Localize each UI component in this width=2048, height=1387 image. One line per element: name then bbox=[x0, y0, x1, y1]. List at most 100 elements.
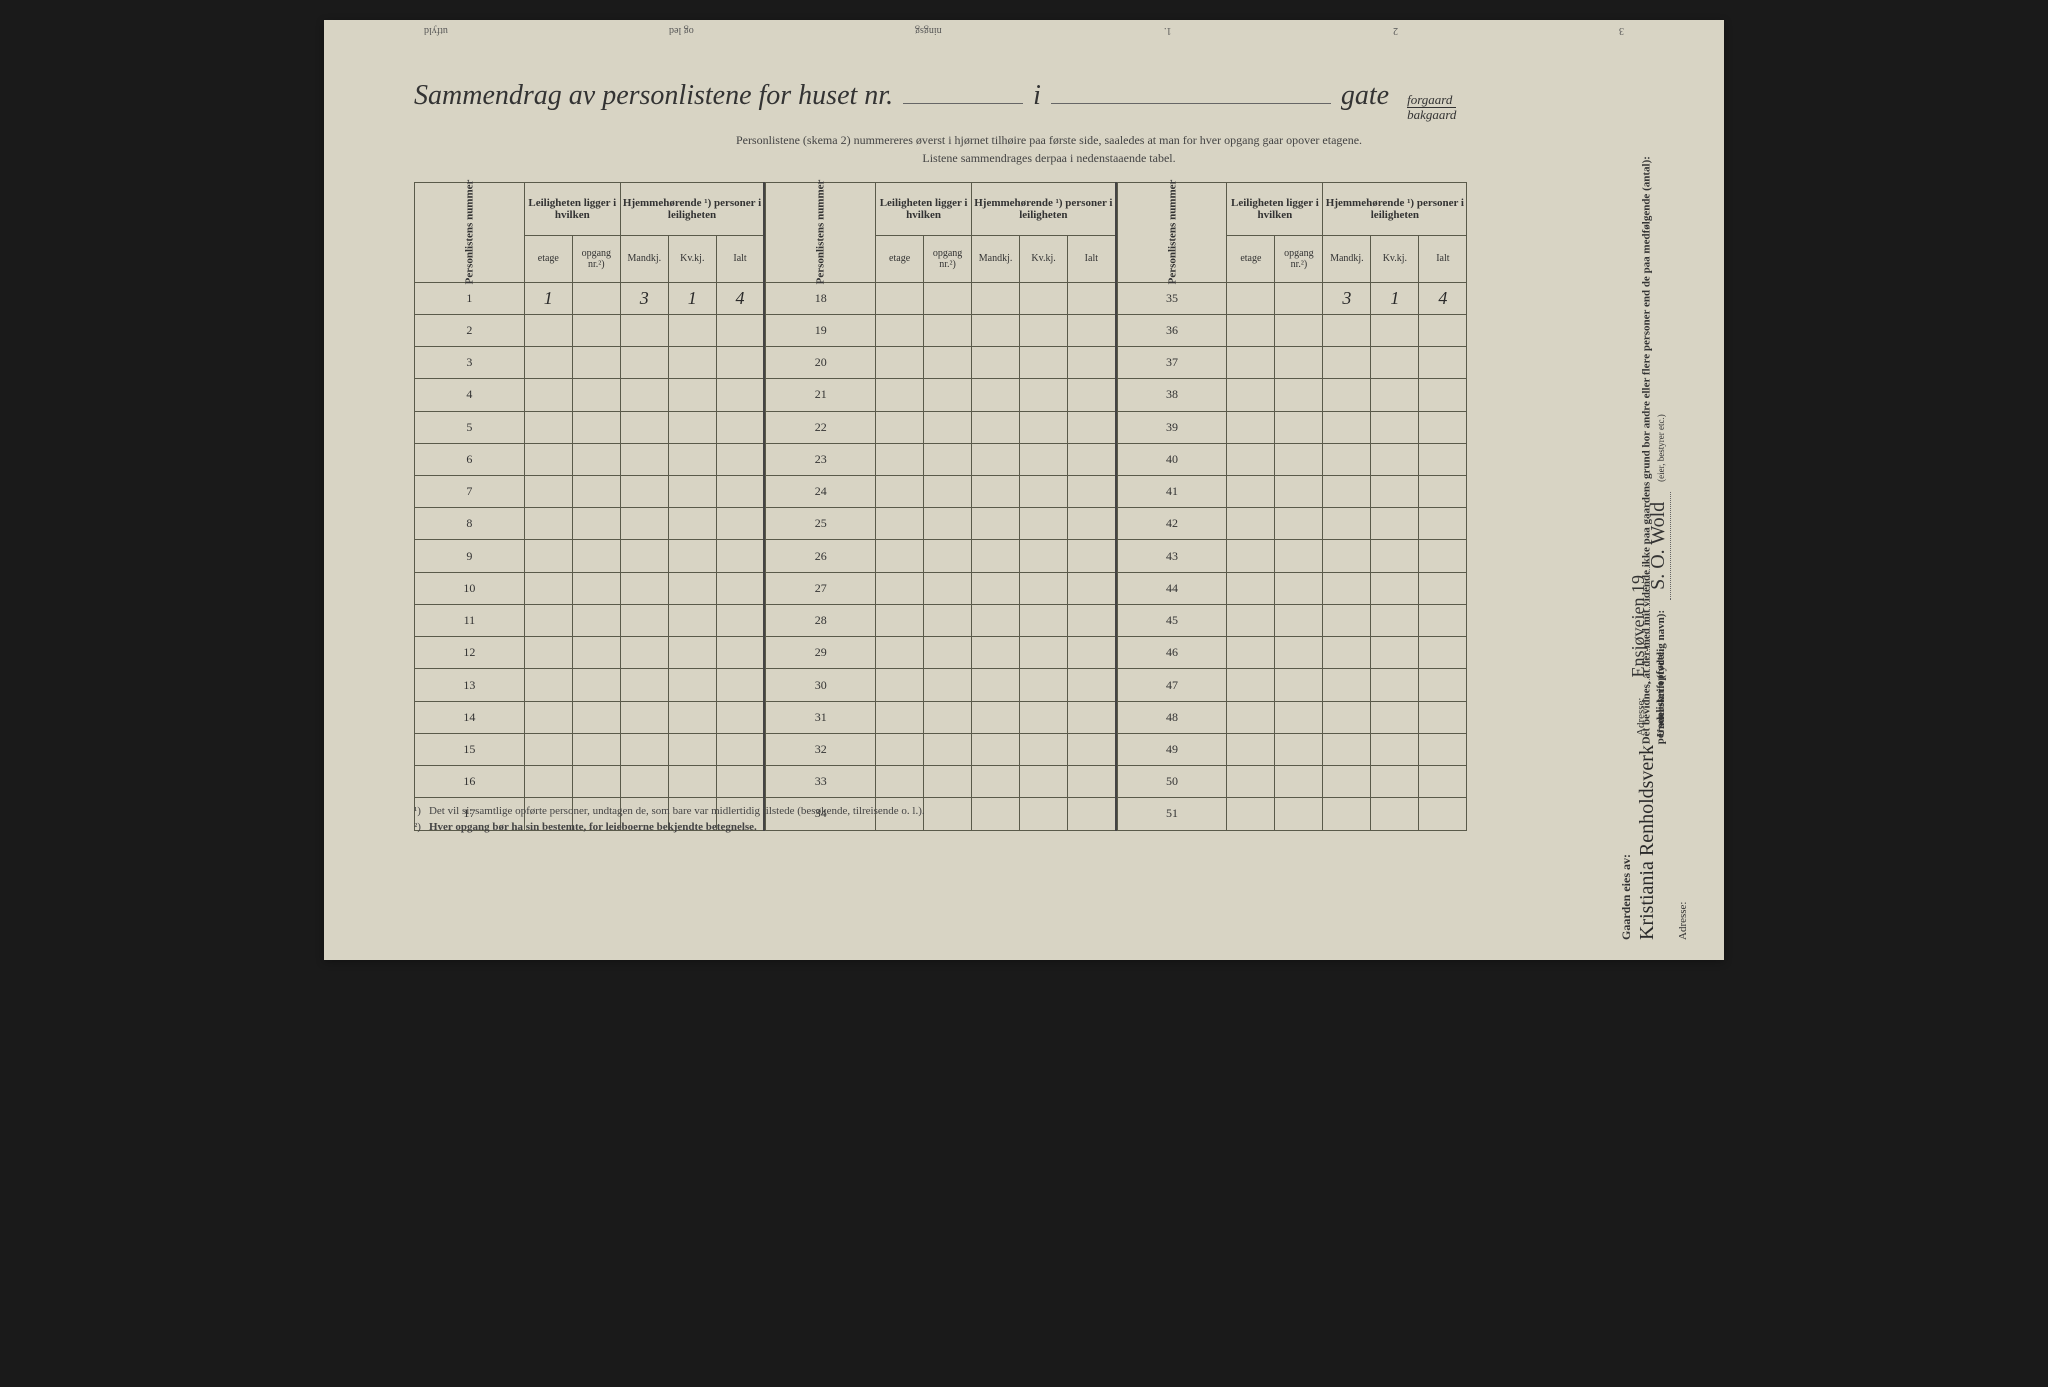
table-row: 14 bbox=[415, 701, 765, 733]
row-number: 13 bbox=[415, 669, 525, 701]
row-number: 9 bbox=[415, 540, 525, 572]
cell-etage bbox=[1227, 733, 1275, 765]
cell-ialt bbox=[1419, 604, 1467, 636]
cell-kvkj bbox=[668, 379, 716, 411]
adresse-value: Ensjøveien 19 bbox=[1628, 565, 1650, 687]
table-section-3: Personlistens nummer Leiligheten ligger … bbox=[1117, 182, 1468, 831]
cell-opgang bbox=[924, 540, 972, 572]
cell-opgang bbox=[572, 669, 620, 701]
cell-ialt bbox=[716, 540, 764, 572]
cell-kvkj bbox=[668, 766, 716, 798]
table-row: 8 bbox=[415, 508, 765, 540]
cell-mandkj bbox=[620, 540, 668, 572]
house-number-blank bbox=[903, 103, 1023, 104]
table-row: 30 bbox=[766, 669, 1116, 701]
cell-kvkj bbox=[668, 540, 716, 572]
cell-opgang bbox=[1275, 572, 1323, 604]
table-row: 33 bbox=[766, 766, 1116, 798]
cell-mandkj bbox=[1323, 476, 1371, 508]
cell-opgang bbox=[572, 766, 620, 798]
row-number: 6 bbox=[415, 443, 525, 475]
cell-ialt bbox=[716, 572, 764, 604]
table-row: 28 bbox=[766, 604, 1116, 636]
instruction-line: Personlistene (skema 2) nummereres øvers… bbox=[414, 131, 1684, 149]
cell-etage bbox=[876, 637, 924, 669]
cell-mandkj: 3 bbox=[620, 282, 668, 314]
cell-etage bbox=[524, 411, 572, 443]
col-etage: etage bbox=[1227, 235, 1275, 282]
cell-kvkj bbox=[1371, 379, 1419, 411]
row-number: 32 bbox=[766, 733, 876, 765]
cell-kvkj bbox=[668, 443, 716, 475]
cell-mandkj bbox=[620, 637, 668, 669]
cell-etage bbox=[1227, 637, 1275, 669]
cell-kvkj bbox=[668, 637, 716, 669]
cell-opgang bbox=[1275, 669, 1323, 701]
table-row: 19 bbox=[766, 314, 1116, 346]
gaarden-label: Gaarden eies av: bbox=[1619, 854, 1634, 940]
col-kvkj: Kv.kj. bbox=[1020, 235, 1068, 282]
row-number: 2 bbox=[415, 314, 525, 346]
cell-etage bbox=[876, 476, 924, 508]
margin-text: 2 bbox=[1393, 25, 1398, 36]
cell-ialt bbox=[1419, 347, 1467, 379]
cell-mandkj bbox=[620, 669, 668, 701]
cell-mandkj bbox=[972, 733, 1020, 765]
cell-etage bbox=[876, 282, 924, 314]
cell-kvkj bbox=[1371, 540, 1419, 572]
cell-kvkj bbox=[668, 701, 716, 733]
cell-opgang bbox=[924, 476, 972, 508]
cell-kvkj bbox=[1020, 733, 1068, 765]
col-ialt: Ialt bbox=[1068, 235, 1116, 282]
cell-ialt bbox=[1419, 540, 1467, 572]
cell-ialt bbox=[1419, 637, 1467, 669]
table-row: 9 bbox=[415, 540, 765, 572]
cell-ialt bbox=[1419, 411, 1467, 443]
cell-ialt bbox=[1068, 637, 1116, 669]
cell-opgang bbox=[572, 637, 620, 669]
margin-text: ningsg bbox=[915, 25, 942, 36]
cell-ialt bbox=[1068, 282, 1116, 314]
footnote-text: Hver opgang bør ha sin bestemte, for lei… bbox=[429, 819, 757, 836]
cell-kvkj bbox=[1371, 476, 1419, 508]
cell-ialt bbox=[716, 508, 764, 540]
forgaard-label: forgaard bbox=[1407, 93, 1456, 108]
cell-kvkj bbox=[1020, 443, 1068, 475]
cell-mandkj bbox=[972, 540, 1020, 572]
cell-kvkj bbox=[1020, 411, 1068, 443]
table-row: 7 bbox=[415, 476, 765, 508]
cell-kvkj bbox=[668, 508, 716, 540]
cell-etage bbox=[876, 669, 924, 701]
cell-etage bbox=[1227, 604, 1275, 636]
instruction-line: Listene sammendrages derpaa i nedenstaae… bbox=[414, 149, 1684, 167]
table-row: 50 bbox=[1117, 766, 1467, 798]
cell-kvkj bbox=[1371, 766, 1419, 798]
footnote-text: Det vil si: samtlige opførte personer, u… bbox=[429, 803, 925, 820]
row-number: 15 bbox=[415, 733, 525, 765]
table-section-1: Personlistens nummer Leiligheten ligger … bbox=[414, 182, 765, 831]
cell-kvkj bbox=[1020, 508, 1068, 540]
cell-mandkj bbox=[1323, 733, 1371, 765]
cell-etage bbox=[524, 476, 572, 508]
cell-opgang bbox=[924, 604, 972, 636]
cell-mandkj bbox=[620, 476, 668, 508]
cell-opgang bbox=[1275, 766, 1323, 798]
row-number: 18 bbox=[766, 282, 876, 314]
row-number: 7 bbox=[415, 476, 525, 508]
cell-kvkj: 1 bbox=[1371, 282, 1419, 314]
form-title: Sammendrag av personlistene for huset nr… bbox=[414, 80, 1684, 123]
cell-ialt bbox=[716, 669, 764, 701]
row-number: 38 bbox=[1117, 379, 1227, 411]
cell-mandkj bbox=[1323, 508, 1371, 540]
cell-ialt bbox=[716, 476, 764, 508]
address-line: Adresse: Ensjøveien 19 bbox=[1628, 286, 1650, 736]
cell-kvkj bbox=[1020, 476, 1068, 508]
cell-kvkj bbox=[1020, 379, 1068, 411]
cell-ialt bbox=[1068, 701, 1116, 733]
table-row: 15 bbox=[415, 733, 765, 765]
table-row: 11 bbox=[415, 604, 765, 636]
cell-opgang bbox=[924, 637, 972, 669]
cell-opgang bbox=[1275, 540, 1323, 572]
table-row: 40 bbox=[1117, 443, 1467, 475]
cell-kvkj bbox=[668, 411, 716, 443]
